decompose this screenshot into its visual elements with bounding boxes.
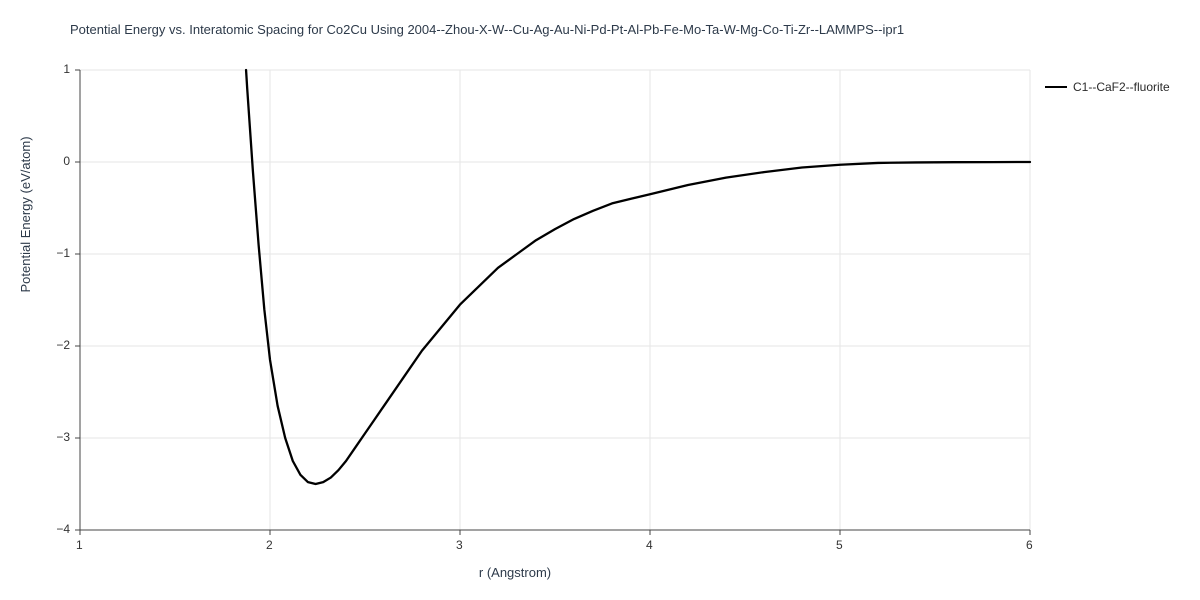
y-axis-label: Potential Energy (eV/atom) [18, 136, 33, 292]
x-axis-label: r (Angstrom) [0, 565, 1030, 580]
chart-container: Potential Energy vs. Interatomic Spacing… [0, 0, 1200, 600]
legend-swatch [1045, 86, 1067, 88]
y-tick-label: −1 [56, 246, 70, 260]
plot-svg [80, 70, 1030, 530]
y-tick-label: 1 [63, 62, 70, 76]
y-tick-label: −3 [56, 430, 70, 444]
legend-label: C1--CaF2--fluorite [1073, 80, 1170, 94]
y-tick-label: −2 [56, 338, 70, 352]
y-tick-label: 0 [63, 154, 70, 168]
legend[interactable]: C1--CaF2--fluorite [1045, 80, 1170, 94]
x-tick-label: 4 [646, 538, 653, 552]
y-tick-label: −4 [56, 522, 70, 536]
x-tick-label: 2 [266, 538, 273, 552]
x-tick-label: 1 [76, 538, 83, 552]
plot-area[interactable] [80, 70, 1030, 530]
chart-title: Potential Energy vs. Interatomic Spacing… [70, 22, 904, 37]
x-tick-label: 5 [836, 538, 843, 552]
x-tick-label: 3 [456, 538, 463, 552]
x-tick-label: 6 [1026, 538, 1033, 552]
